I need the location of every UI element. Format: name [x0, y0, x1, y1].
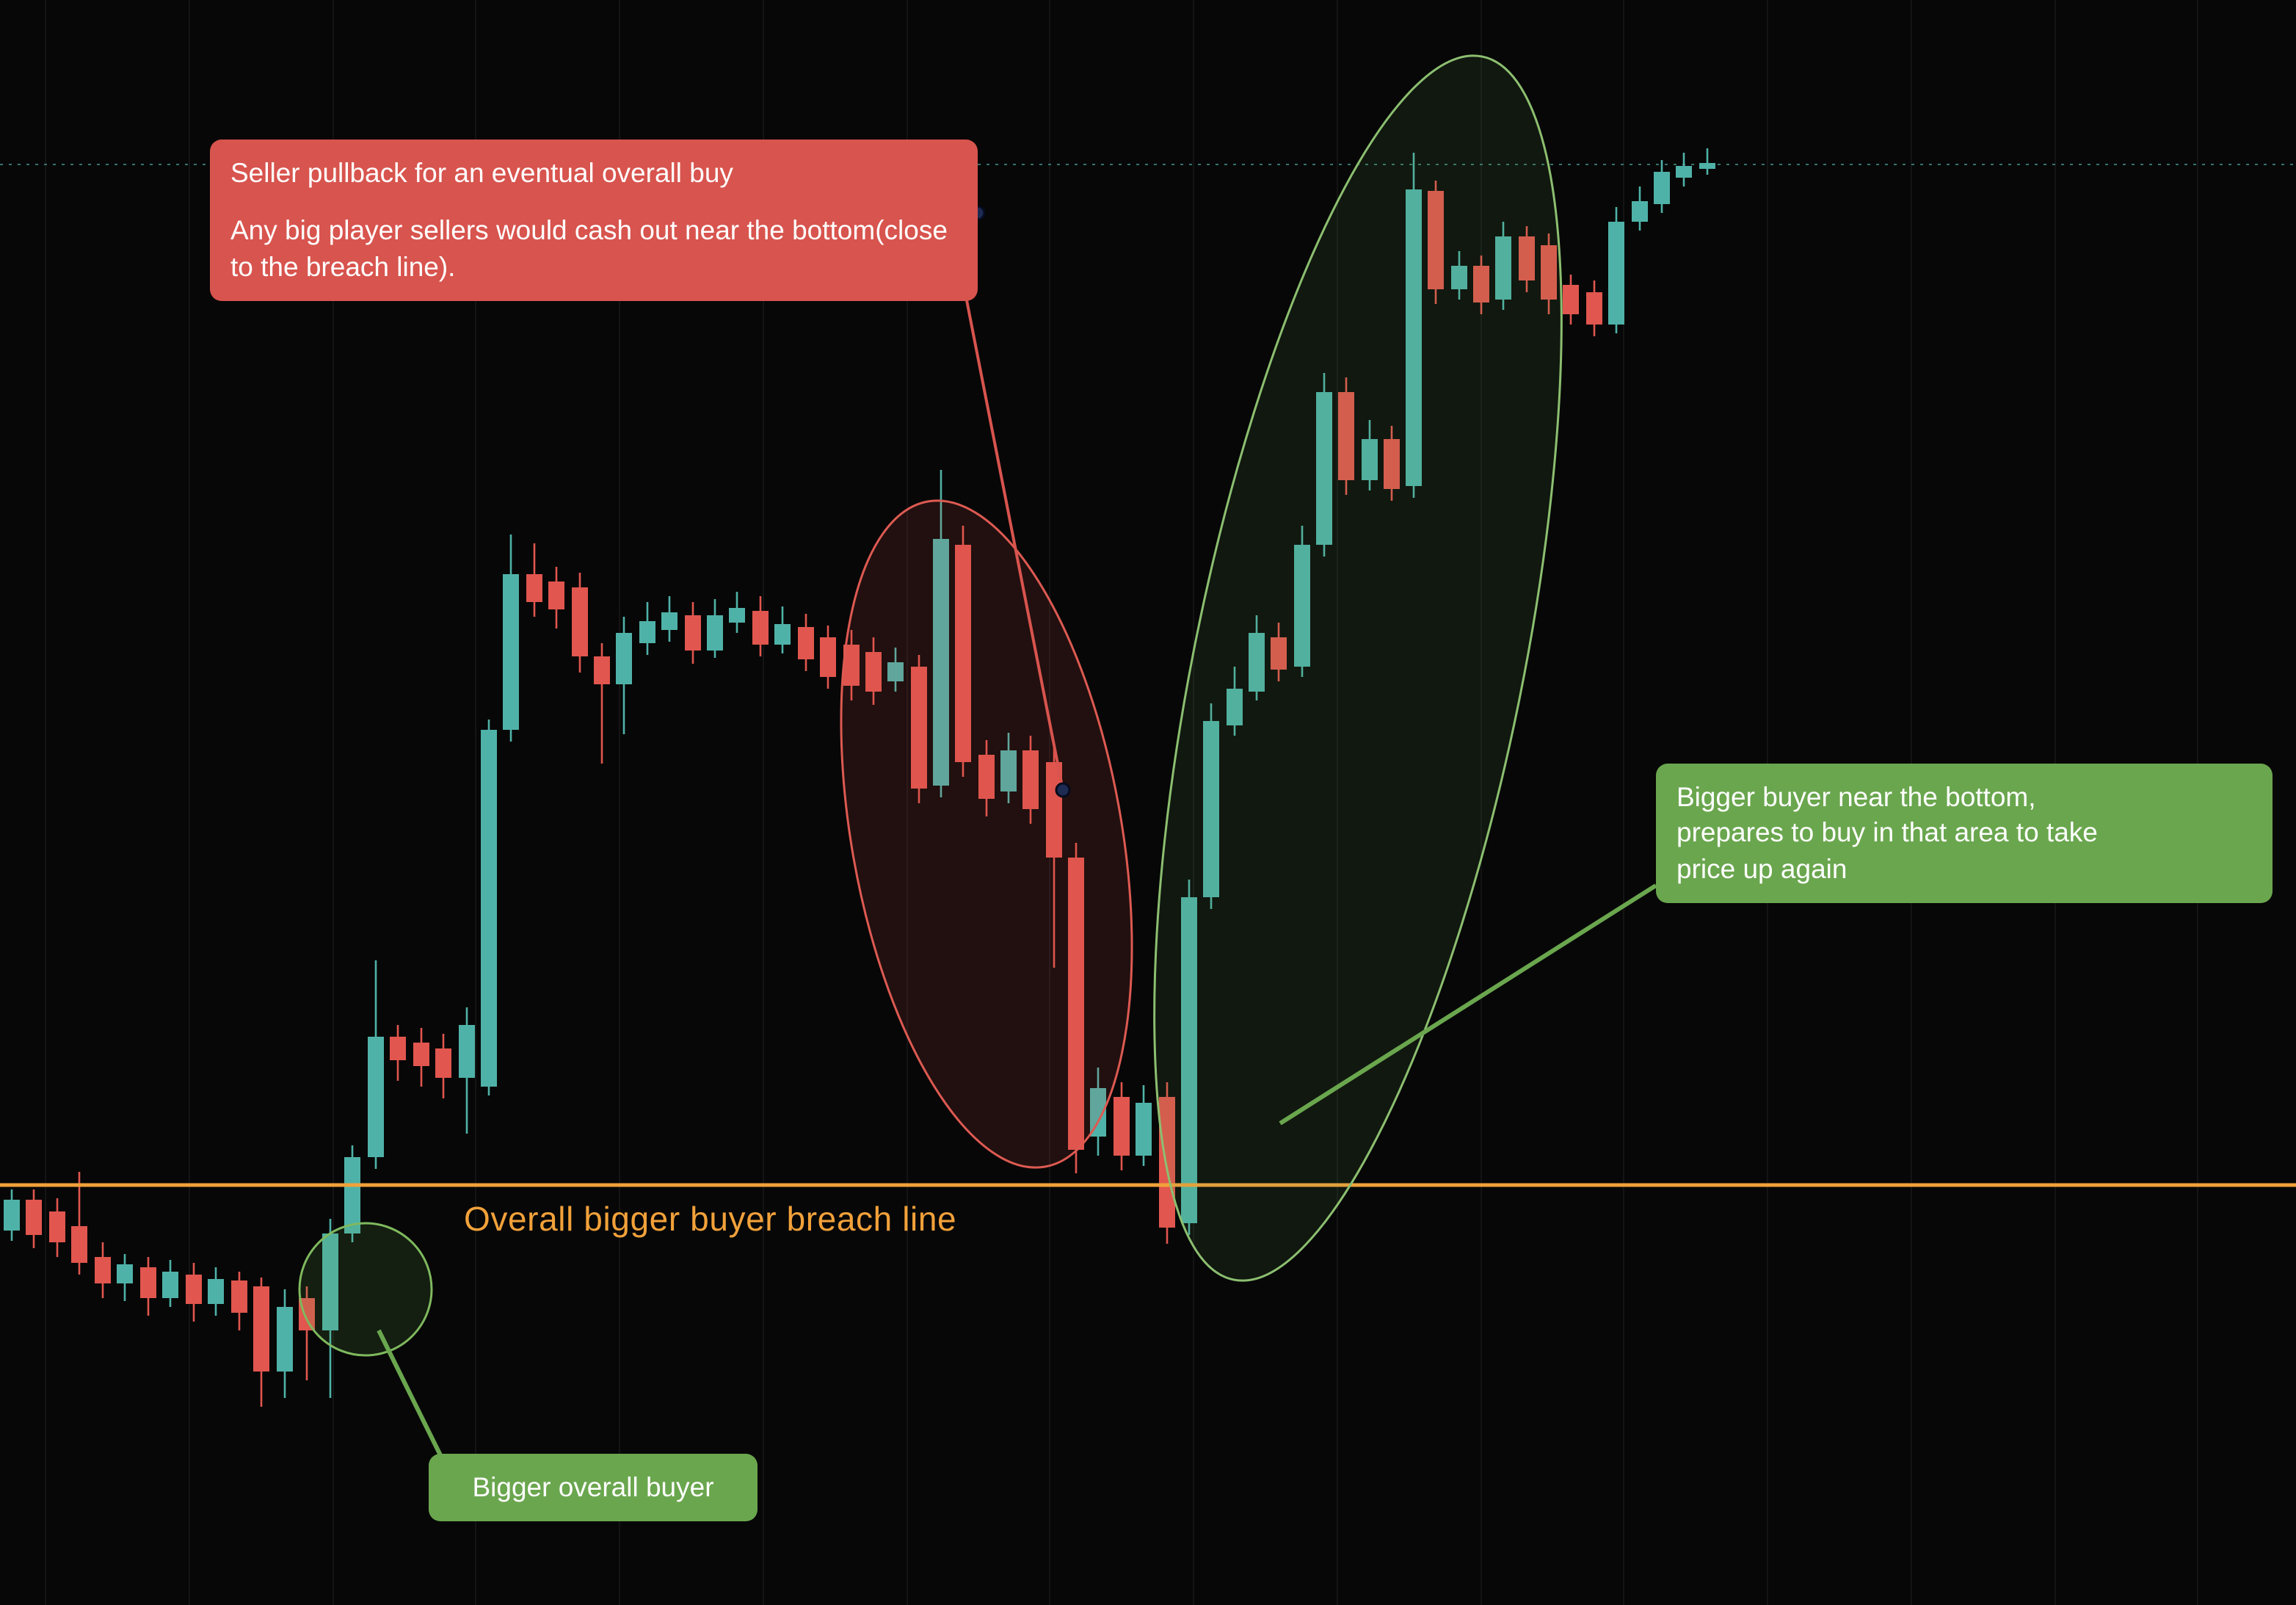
seller-pullback-callout-line1: Seller pullback for an eventual overall … [230, 157, 733, 188]
breach-line-label[interactable]: Overall bigger buyer breach line [464, 1200, 957, 1238]
bigger-buyer-callout-line3: price up again [1676, 852, 1848, 884]
bigger-overall-buyer-circle [298, 1222, 433, 1357]
bottom-callout-pointer [377, 1329, 443, 1457]
candles [4, 148, 1715, 1407]
red-callout-pointer [964, 296, 1064, 791]
seller-pullback-callout-line2: Any big player sellers would cash out ne… [230, 214, 948, 282]
green-callout-pointer [1279, 883, 1657, 1126]
bigger-buyer-callout[interactable]: Bigger buyer near the bottom, prepares t… [1656, 764, 2273, 904]
bigger-overall-buyer-callout[interactable]: Bigger overall buyer [429, 1454, 758, 1522]
bigger-buyer-callout-line2: prepares to buy in that area to take [1676, 816, 2098, 848]
drawing-handle-dot [1055, 782, 1071, 798]
seller-pullback-callout[interactable]: Seller pullback for an eventual overall … [210, 140, 978, 302]
annotation-ellipses[interactable] [298, 23, 1643, 1357]
callout-pointer-lines[interactable] [377, 296, 1657, 1457]
bigger-overall-buyer-label: Bigger overall buyer [472, 1471, 714, 1502]
seller-pullback-ellipse [840, 499, 1133, 1169]
bigger-buyer-ellipse [1153, 54, 1563, 1282]
bigger-buyer-callout-line1: Bigger buyer near the bottom, [1676, 781, 2036, 812]
